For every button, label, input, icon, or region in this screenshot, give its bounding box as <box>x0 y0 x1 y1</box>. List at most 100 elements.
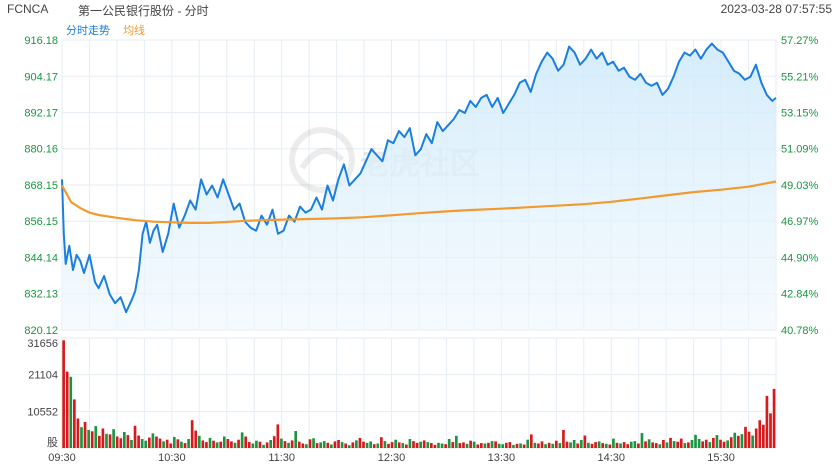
volume-bar <box>540 441 544 448</box>
percent-tick-label: 51.09% <box>781 144 819 156</box>
volume-bar <box>255 440 258 448</box>
volume-bar <box>465 443 469 448</box>
volume-bar <box>422 440 426 448</box>
price-tick-label: 832.13 <box>24 289 58 301</box>
volume-bar <box>408 439 412 448</box>
volume-bar <box>458 443 462 448</box>
volume-bar <box>233 442 237 448</box>
volume-bar <box>701 441 704 448</box>
volume-bar <box>522 444 526 448</box>
volume-bar <box>658 444 662 448</box>
volume-bar <box>390 442 394 448</box>
volume-bar <box>401 443 405 448</box>
stock-name: 第一公民银行股份 - 分时 <box>78 4 209 18</box>
volume-axis: 31656 21104 10552 股 <box>27 338 58 449</box>
volume-bar <box>733 432 737 448</box>
volume-bar <box>158 438 162 448</box>
volume-bar <box>551 443 555 448</box>
volume-bar <box>704 439 708 448</box>
volume-bar <box>447 439 451 448</box>
time-tick-label: 12:30 <box>378 452 406 464</box>
volume-bar <box>437 442 440 448</box>
legend-average[interactable]: 均线 <box>123 25 146 37</box>
volume-bar <box>715 435 719 448</box>
volume-bar <box>119 438 123 448</box>
volume-bar <box>444 444 447 448</box>
volume-bar <box>397 442 401 448</box>
price-axis: 916.18 904.17 892.17 880.16 868.15 856.15 844.… <box>24 35 58 337</box>
volume-bar <box>479 443 483 448</box>
volume-bar <box>622 442 626 448</box>
volume-bar <box>754 428 758 448</box>
volume-bar <box>262 444 265 448</box>
volume-bar <box>687 442 690 448</box>
volume-bar <box>504 442 508 448</box>
volume-bar <box>90 431 94 448</box>
volume-bar <box>226 439 230 448</box>
volume-bar <box>487 442 490 448</box>
volume-bar <box>744 426 747 448</box>
volume-bar <box>508 442 512 448</box>
volume-bar <box>405 444 408 448</box>
volume-bar <box>412 441 415 448</box>
volume-bar <box>105 433 108 448</box>
volume-bar <box>372 444 376 448</box>
volume-bar <box>758 420 762 448</box>
legend-price[interactable]: 分时走势 <box>66 25 110 37</box>
volume-bar <box>190 420 194 448</box>
volume-bar <box>258 441 262 448</box>
volume-bar <box>369 441 372 448</box>
percent-axis: 57.27% 55.21% 53.15% 51.09% 49.03% 46.97% 44.9… <box>781 35 819 337</box>
volume-bar <box>590 443 594 448</box>
volume-bar <box>130 440 133 448</box>
volume-bar <box>197 435 201 448</box>
price-tick-label: 844.14 <box>24 252 58 264</box>
volume-bar <box>62 340 65 448</box>
volume-bar <box>547 442 551 448</box>
volume-tick-label: 股 <box>47 436 58 449</box>
volume-bar <box>608 444 612 448</box>
volume-bar <box>294 431 298 448</box>
volume-bar <box>351 442 355 448</box>
volume-bar <box>726 440 729 448</box>
price-area-fill <box>62 43 776 330</box>
volume-bar <box>312 438 315 448</box>
volume-bar <box>172 436 176 448</box>
volume-bar <box>194 430 198 448</box>
time-tick-label: 09:30 <box>48 452 76 464</box>
volume-bar <box>394 439 397 448</box>
volume-bar <box>729 437 733 448</box>
volume-bar <box>576 443 580 448</box>
volume-bar <box>712 437 715 448</box>
volume-bar <box>73 399 76 448</box>
volume-bar <box>565 441 569 448</box>
volume-bar <box>594 442 597 448</box>
volume-bar <box>265 442 269 448</box>
volume-bar <box>301 443 305 448</box>
volume-bar <box>383 441 387 448</box>
volume-bar <box>708 442 712 448</box>
volume-bar <box>98 435 101 448</box>
volume-bar <box>355 440 358 448</box>
volume-bar <box>737 435 740 448</box>
volume-bar <box>637 443 640 448</box>
volume-bar <box>280 438 283 448</box>
volume-bar <box>344 443 347 448</box>
volume-bar <box>340 442 344 448</box>
percent-tick-label: 40.78% <box>781 325 819 337</box>
volume-bar <box>330 444 333 448</box>
volume-bar <box>212 440 215 448</box>
volume-bar <box>215 442 219 448</box>
volume-bar <box>654 443 658 448</box>
volume-bar <box>665 442 669 448</box>
volume-bar <box>569 442 572 448</box>
volume-bar <box>108 434 112 448</box>
volume-bar <box>626 444 630 448</box>
volume-bar <box>751 435 754 448</box>
volume-bar <box>162 441 165 448</box>
volume-bar <box>601 443 605 448</box>
volume-bar <box>205 442 208 448</box>
volume-bar <box>512 444 515 448</box>
volume-bar <box>747 431 751 448</box>
